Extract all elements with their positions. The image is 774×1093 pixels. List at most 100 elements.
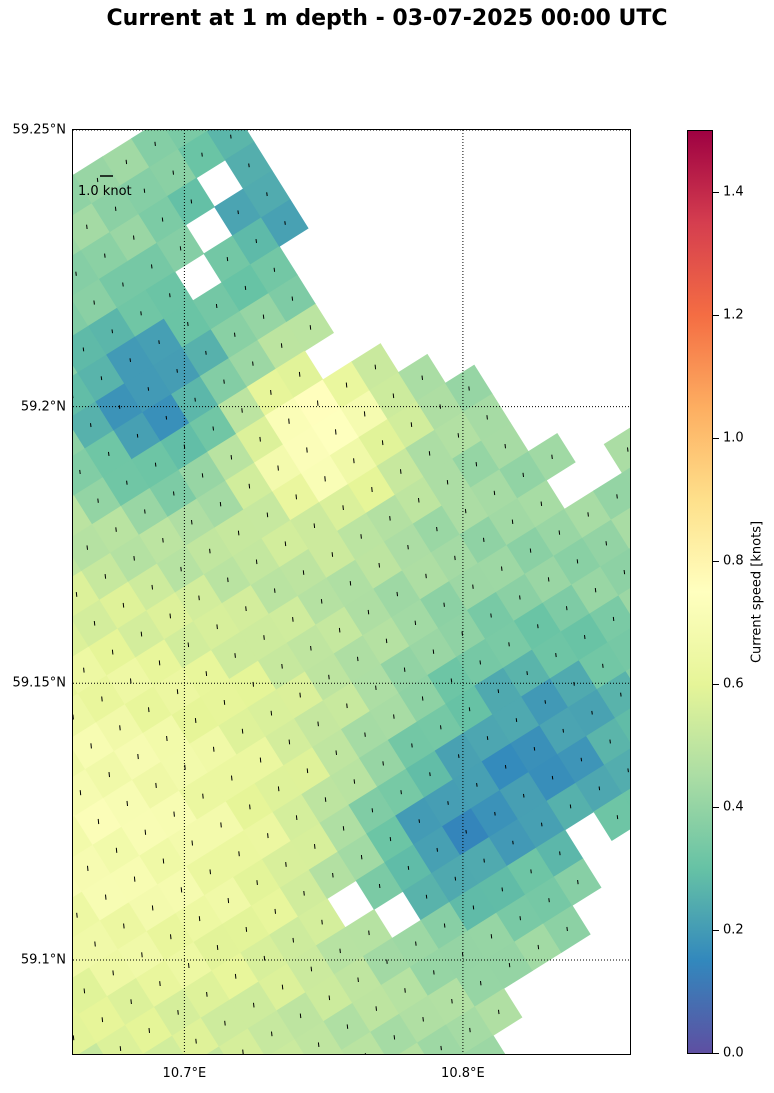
current-arrow bbox=[342, 826, 345, 831]
current-arrow bbox=[180, 887, 183, 893]
current-arrow bbox=[241, 408, 243, 413]
current-arrow bbox=[479, 660, 481, 665]
current-arrow bbox=[133, 876, 136, 882]
current-arrow bbox=[483, 858, 485, 863]
current-arrow bbox=[332, 872, 334, 878]
current-arrow bbox=[115, 527, 117, 532]
current-arrow bbox=[468, 386, 470, 391]
current-arrow bbox=[573, 681, 575, 686]
current-arrow bbox=[454, 555, 456, 561]
current-arrow bbox=[73, 1035, 75, 1041]
current-arrow bbox=[227, 898, 230, 904]
speed-cell bbox=[592, 472, 630, 521]
current-arrow bbox=[148, 707, 150, 713]
current-arrow bbox=[262, 314, 265, 319]
current-arrow bbox=[201, 473, 204, 478]
current-arrow bbox=[425, 894, 428, 899]
current-arrow bbox=[266, 512, 269, 518]
current-arrow bbox=[104, 253, 106, 258]
current-arrow bbox=[151, 264, 153, 269]
current-arrow bbox=[465, 830, 467, 834]
current-arrow bbox=[141, 952, 143, 958]
current-arrow bbox=[328, 995, 331, 1001]
current-arrow bbox=[119, 725, 121, 731]
current-arrow bbox=[255, 239, 257, 244]
speed-cell bbox=[589, 595, 630, 643]
current-arrow bbox=[277, 465, 279, 471]
current-arrow bbox=[375, 685, 377, 690]
current-arrow bbox=[154, 462, 157, 467]
speed-cell bbox=[622, 788, 630, 807]
current-arrow bbox=[371, 808, 374, 813]
current-arrow bbox=[612, 616, 615, 622]
current-arrow bbox=[292, 617, 294, 622]
current-arrow bbox=[108, 772, 110, 778]
speed-cell bbox=[593, 793, 630, 842]
speed-cell bbox=[206, 1046, 225, 1054]
current-arrow bbox=[215, 303, 218, 309]
current-arrow bbox=[280, 343, 283, 348]
current-arrow bbox=[558, 530, 561, 535]
current-arrow bbox=[378, 883, 381, 889]
current-arrow bbox=[584, 635, 586, 640]
current-arrow bbox=[598, 786, 601, 791]
current-arrow bbox=[411, 743, 413, 748]
current-arrow bbox=[537, 944, 540, 950]
current-arrow bbox=[119, 1046, 122, 1051]
current-arrow bbox=[440, 725, 442, 730]
current-arrow bbox=[284, 221, 286, 225]
current-arrow bbox=[230, 134, 232, 139]
current-arrow bbox=[447, 801, 449, 805]
current-arrow bbox=[541, 822, 543, 827]
current-arrow bbox=[512, 840, 514, 845]
speed-cell bbox=[614, 708, 630, 743]
current-arrow bbox=[310, 645, 312, 651]
current-arrow bbox=[248, 483, 251, 489]
current-arrow bbox=[90, 423, 92, 428]
colorbar-tick-label: 0.0 bbox=[723, 1045, 744, 1061]
current-arrow bbox=[418, 819, 420, 823]
speed-cell bbox=[218, 1028, 265, 1054]
current-arrow bbox=[255, 559, 258, 565]
current-arrow bbox=[533, 747, 536, 751]
current-arrow bbox=[360, 854, 363, 860]
current-arrow bbox=[173, 491, 175, 496]
current-arrow bbox=[79, 790, 82, 796]
current-arrow bbox=[562, 728, 564, 733]
current-arrow bbox=[490, 613, 492, 618]
current-arrow bbox=[133, 556, 135, 561]
speed-cell bbox=[607, 628, 630, 672]
current-arrow bbox=[309, 325, 312, 330]
current-speed-map[interactable] bbox=[73, 130, 630, 1054]
current-arrow bbox=[259, 757, 262, 763]
current-arrow bbox=[284, 541, 287, 547]
current-arrow bbox=[123, 923, 125, 929]
current-arrow bbox=[389, 516, 391, 521]
current-arrow bbox=[216, 945, 219, 950]
current-arrow bbox=[209, 869, 211, 875]
current-arrow bbox=[480, 980, 482, 986]
current-arrow bbox=[364, 732, 366, 737]
current-arrow bbox=[158, 660, 161, 666]
current-arrow bbox=[238, 851, 240, 857]
colorbar-tick-mark bbox=[713, 561, 719, 563]
latitude-label: 59.2°N bbox=[20, 399, 66, 415]
current-arrow bbox=[101, 1017, 104, 1023]
current-arrow bbox=[320, 599, 323, 604]
current-arrow bbox=[303, 890, 305, 896]
current-arrow bbox=[555, 653, 557, 658]
current-arrow bbox=[433, 970, 435, 975]
current-arrow bbox=[530, 869, 532, 874]
current-arrow bbox=[483, 537, 485, 542]
current-arrow bbox=[191, 840, 193, 846]
current-arrow bbox=[537, 624, 539, 629]
current-arrow bbox=[306, 447, 308, 453]
current-arrow bbox=[188, 963, 190, 969]
current-arrow bbox=[136, 433, 139, 438]
current-arrow bbox=[202, 793, 204, 799]
current-arrow bbox=[137, 753, 139, 760]
current-arrow bbox=[317, 1042, 320, 1047]
current-arrow bbox=[299, 692, 301, 698]
current-arrow bbox=[392, 393, 395, 399]
current-arrow bbox=[464, 508, 467, 514]
